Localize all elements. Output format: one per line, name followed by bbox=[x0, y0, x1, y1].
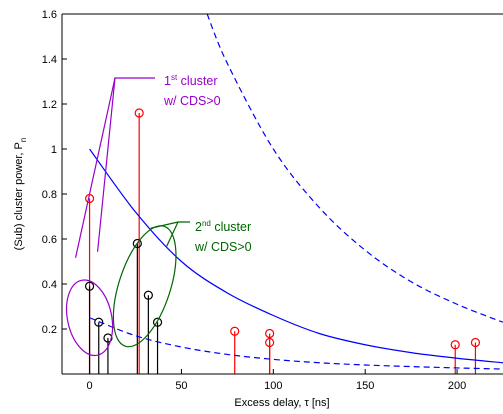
y-tick-label: 1.2 bbox=[42, 99, 57, 111]
x-tick-label: 0 bbox=[87, 380, 93, 392]
series-curve bbox=[89, 317, 503, 370]
axes: 0.2 0.4 0.6 0.8 1 1.2 1.4 1.6 0 50 100 150 200 Excess… bbox=[13, 9, 503, 409]
stem-marker bbox=[143, 290, 153, 300]
x-tick-label: 100 bbox=[264, 380, 282, 392]
annotation-label-line2: w/ CDS>0 bbox=[194, 240, 252, 254]
stem-marker bbox=[265, 337, 275, 348]
y-tick-label: 1.4 bbox=[42, 54, 57, 66]
x-tick-label: 50 bbox=[175, 380, 187, 392]
stem-marker bbox=[103, 333, 113, 343]
annotation-label: 1st cluster bbox=[164, 73, 217, 88]
x-tick-label: 200 bbox=[448, 380, 466, 392]
y-tick-label: 0.8 bbox=[42, 189, 57, 201]
annotation-leader bbox=[150, 221, 190, 229]
stem-marker bbox=[265, 328, 275, 339]
cluster-ellipse bbox=[112, 225, 177, 348]
annotation-leader bbox=[166, 221, 179, 247]
annotation-leader bbox=[74, 77, 155, 258]
y-tick-label: 0.2 bbox=[42, 324, 57, 336]
y-tick-label: 0.6 bbox=[42, 234, 57, 246]
series-curve bbox=[89, 148, 503, 364]
stem-marker bbox=[132, 238, 142, 249]
annotations: 1st cluster w/ CDS>0 2nd cluster w/ CDS>0 bbox=[65, 73, 252, 357]
stem-marker bbox=[230, 326, 240, 336]
annotation-leader bbox=[96, 77, 116, 252]
stem-marker bbox=[94, 317, 104, 327]
y-axis-label: (Sub) cluster power, Pn bbox=[13, 138, 28, 251]
stem-marker bbox=[470, 337, 481, 348]
cluster-ellipse bbox=[65, 279, 114, 357]
y-tick-label: 1 bbox=[51, 144, 57, 156]
y-tick-label: 1.6 bbox=[42, 9, 57, 21]
y-tick-label: 0.4 bbox=[42, 279, 57, 291]
stem-marker bbox=[152, 317, 163, 327]
stem-marker bbox=[450, 340, 460, 350]
stem-marker bbox=[134, 108, 144, 118]
annotation-label-line2: w/ CDS>0 bbox=[163, 94, 221, 108]
annotation-label: 2nd cluster bbox=[195, 219, 251, 234]
plot-area bbox=[84, 14, 503, 374]
x-axis-label: Excess delay, τ [ns] bbox=[234, 397, 329, 409]
x-tick-label: 150 bbox=[356, 380, 374, 392]
series-curve bbox=[206, 14, 503, 323]
stem-marker bbox=[84, 281, 95, 291]
